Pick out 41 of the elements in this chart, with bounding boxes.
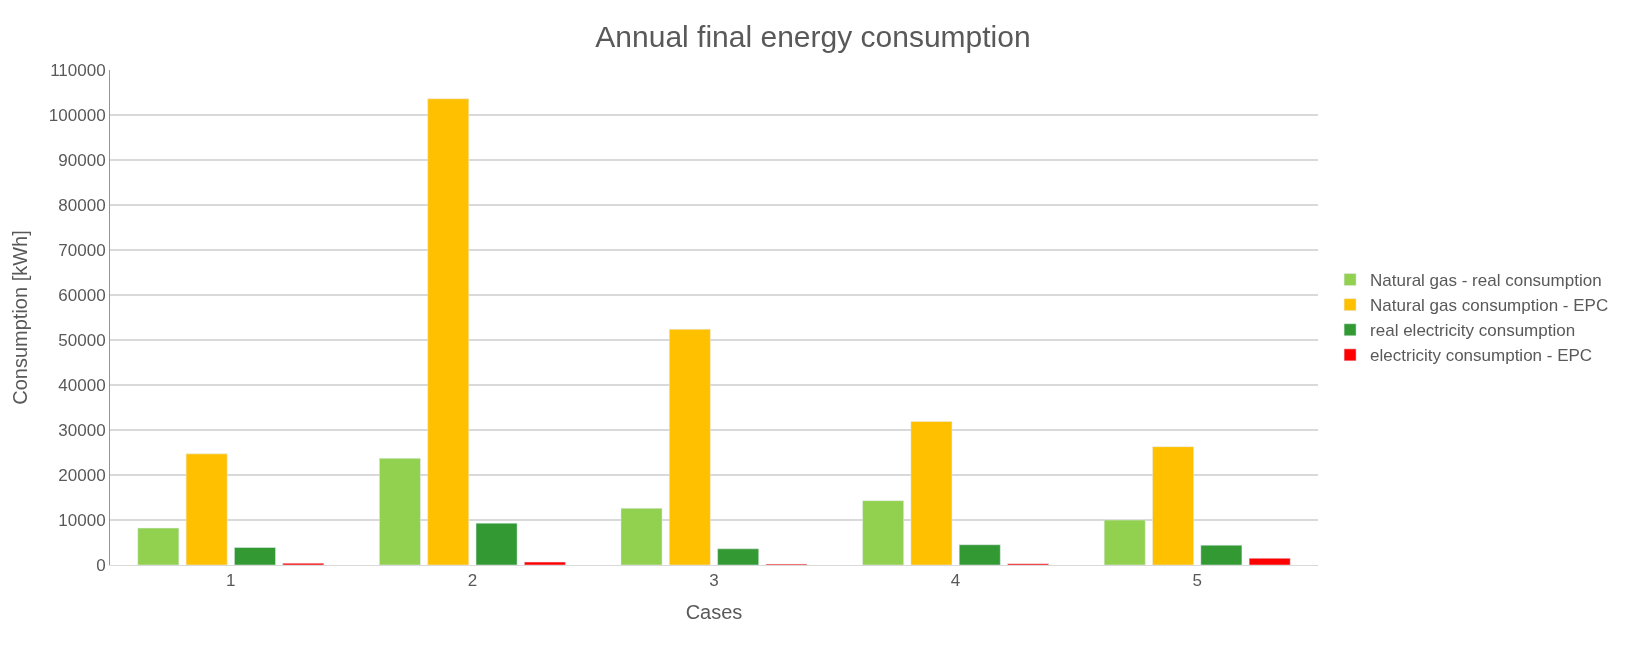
x-tick-label: 4 — [950, 571, 961, 591]
y-tick-label: 110000 — [50, 60, 106, 80]
y-tick-label: 90000 — [58, 150, 106, 170]
bar — [427, 98, 470, 565]
y-tick-label: 80000 — [58, 195, 106, 215]
bar — [862, 500, 904, 565]
x-axis-title: Cases — [685, 600, 743, 623]
legend-label: Natural gas - real consumption — [1370, 271, 1602, 291]
bar — [717, 548, 759, 565]
x-tick-label: 5 — [1192, 571, 1202, 591]
bar — [1248, 558, 1291, 565]
y-tick-label: 60000 — [58, 285, 106, 305]
y-tick-label: 30000 — [58, 420, 106, 440]
bar — [669, 328, 711, 565]
bar — [137, 527, 180, 565]
bar — [1152, 446, 1194, 565]
bar — [910, 421, 953, 565]
y-tick-label: 50000 — [58, 330, 106, 350]
y-axis-title: Consumption [kWh] — [9, 230, 32, 405]
x-tick-label: 1 — [226, 571, 236, 591]
y-tick-label: 20000 — [58, 465, 106, 485]
bar — [620, 508, 663, 565]
y-tick-label: 10000 — [58, 510, 106, 530]
y-tick-label: 100000 — [48, 105, 106, 125]
bar — [1103, 519, 1146, 565]
legend-label: Natural gas consumption - EPC — [1370, 296, 1609, 316]
bar — [1200, 544, 1243, 565]
legend-label: real electricity consumption — [1370, 321, 1576, 341]
y-tick-label: 70000 — [58, 240, 106, 260]
bar — [379, 458, 421, 565]
legend-label: electricity consumption - EPC — [1370, 346, 1593, 366]
bar — [234, 547, 276, 565]
chart-title: Annual final energy consumption — [595, 19, 1031, 53]
bar — [524, 561, 566, 565]
bar — [475, 522, 518, 565]
bar — [958, 544, 1001, 565]
y-tick-label: 40000 — [58, 375, 106, 395]
x-tick-label: 2 — [467, 571, 478, 591]
bar — [185, 453, 228, 565]
x-tick-label: 3 — [709, 571, 719, 591]
y-tick-label: 0 — [96, 555, 106, 575]
